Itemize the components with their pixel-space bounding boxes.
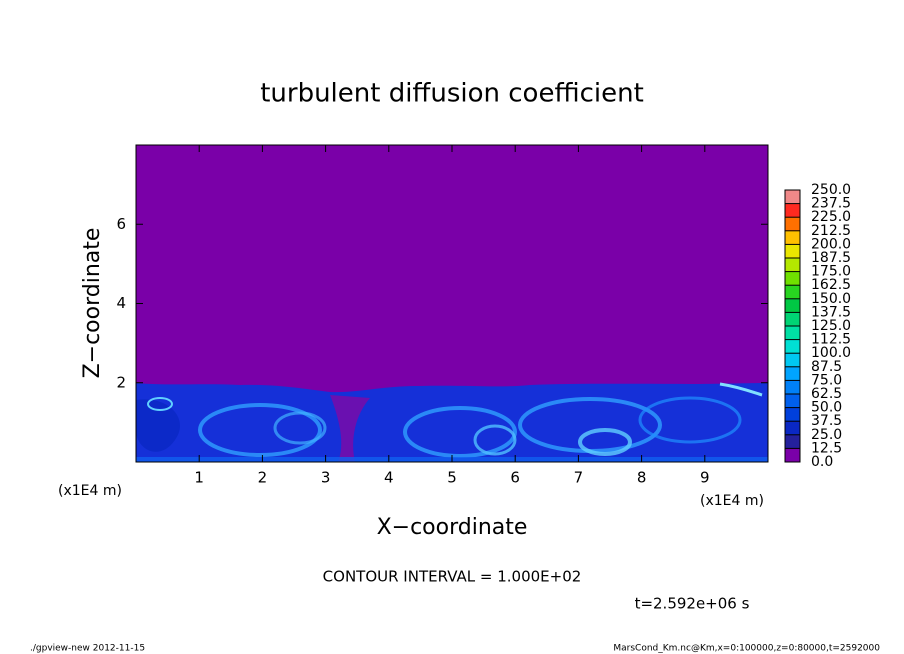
y-axis-unit: (x1E4 m) xyxy=(58,483,122,499)
x-tick-label: 7 xyxy=(574,469,584,487)
colorbar-label: 137.5 xyxy=(811,304,851,320)
colorbar-label: 212.5 xyxy=(811,223,851,239)
colorbar-segment xyxy=(785,339,800,354)
colorbar-label: 12.5 xyxy=(811,440,842,456)
x-tick-label: 5 xyxy=(447,469,457,487)
colorbar-segment xyxy=(785,217,800,231)
colorbar-label: 187.5 xyxy=(811,250,851,266)
x-axis-unit: (x1E4 m) xyxy=(700,493,764,509)
turbulent-layer xyxy=(136,382,768,462)
colorbar-segment xyxy=(785,312,800,326)
colorbar-label: 237.5 xyxy=(811,196,851,212)
colorbar-segment xyxy=(785,271,800,286)
colorbar-label: 112.5 xyxy=(811,332,851,348)
colorbar-segment xyxy=(785,380,800,394)
colorbar-segment xyxy=(785,434,800,449)
y-axis-label: Z−coordinate xyxy=(80,228,105,379)
y-tick-label: 4 xyxy=(116,294,126,312)
colorbar-label: 125.0 xyxy=(811,318,851,334)
colorbar-label: 162.5 xyxy=(811,277,851,293)
y-tick-label: 6 xyxy=(116,215,126,233)
footer-left: ./gpview-new 2012-11-15 xyxy=(30,644,145,654)
x-tick-label: 4 xyxy=(384,469,394,487)
colorbar-label: 62.5 xyxy=(811,386,842,402)
colorbar-label: 87.5 xyxy=(811,359,842,375)
chart-title: turbulent diffusion coefficient xyxy=(260,79,644,109)
colorbar-segment xyxy=(785,326,800,340)
y-tick-label: 2 xyxy=(116,373,126,391)
colorbar-segment xyxy=(785,407,800,422)
field xyxy=(135,144,769,463)
colorbar-label: 150.0 xyxy=(811,291,851,307)
colorbar-segment xyxy=(785,230,800,245)
colorbar-label: 250.0 xyxy=(811,182,851,198)
colorbar-label: 175.0 xyxy=(811,264,851,280)
annotation: CONTOUR INTERVAL = 1.000E+02 xyxy=(323,568,582,586)
colorbar-segment xyxy=(785,190,800,204)
colorbar-segment xyxy=(785,258,800,272)
colorbar-segment xyxy=(785,203,800,218)
colorbar-label: 225.0 xyxy=(811,209,851,225)
colorbar-label: 0.0 xyxy=(811,454,833,470)
footer-right: MarsCond_Km.nc@Km,x=0:100000,z=0:80000,t… xyxy=(613,644,880,654)
colorbar-label: 200.0 xyxy=(811,236,851,252)
colorbar-label: 50.0 xyxy=(811,400,842,416)
x-tick-label: 6 xyxy=(510,469,520,487)
colorbar-label: 75.0 xyxy=(811,372,842,388)
colorbar-segment xyxy=(785,353,800,367)
colorbar-segment xyxy=(785,448,800,462)
colorbar-label: 37.5 xyxy=(811,413,842,429)
x-axis-label: X−coordinate xyxy=(377,515,528,540)
x-tick-label: 1 xyxy=(194,469,204,487)
x-tick-label: 2 xyxy=(258,469,268,487)
colorbar-segment xyxy=(785,366,800,381)
colorbar-segment xyxy=(785,244,800,258)
time-label: t=2.592e+06 s xyxy=(635,595,750,613)
x-tick-label: 9 xyxy=(700,469,710,487)
x-tick-label: 8 xyxy=(637,469,647,487)
colorbar-segment xyxy=(785,421,800,435)
colorbar-segment xyxy=(785,285,800,299)
colorbar-label: 100.0 xyxy=(811,345,851,361)
colorbar-segment xyxy=(785,298,800,313)
x-tick-label: 3 xyxy=(321,469,331,487)
colorbar-segment xyxy=(785,394,800,408)
colorbar-label: 25.0 xyxy=(811,427,842,443)
